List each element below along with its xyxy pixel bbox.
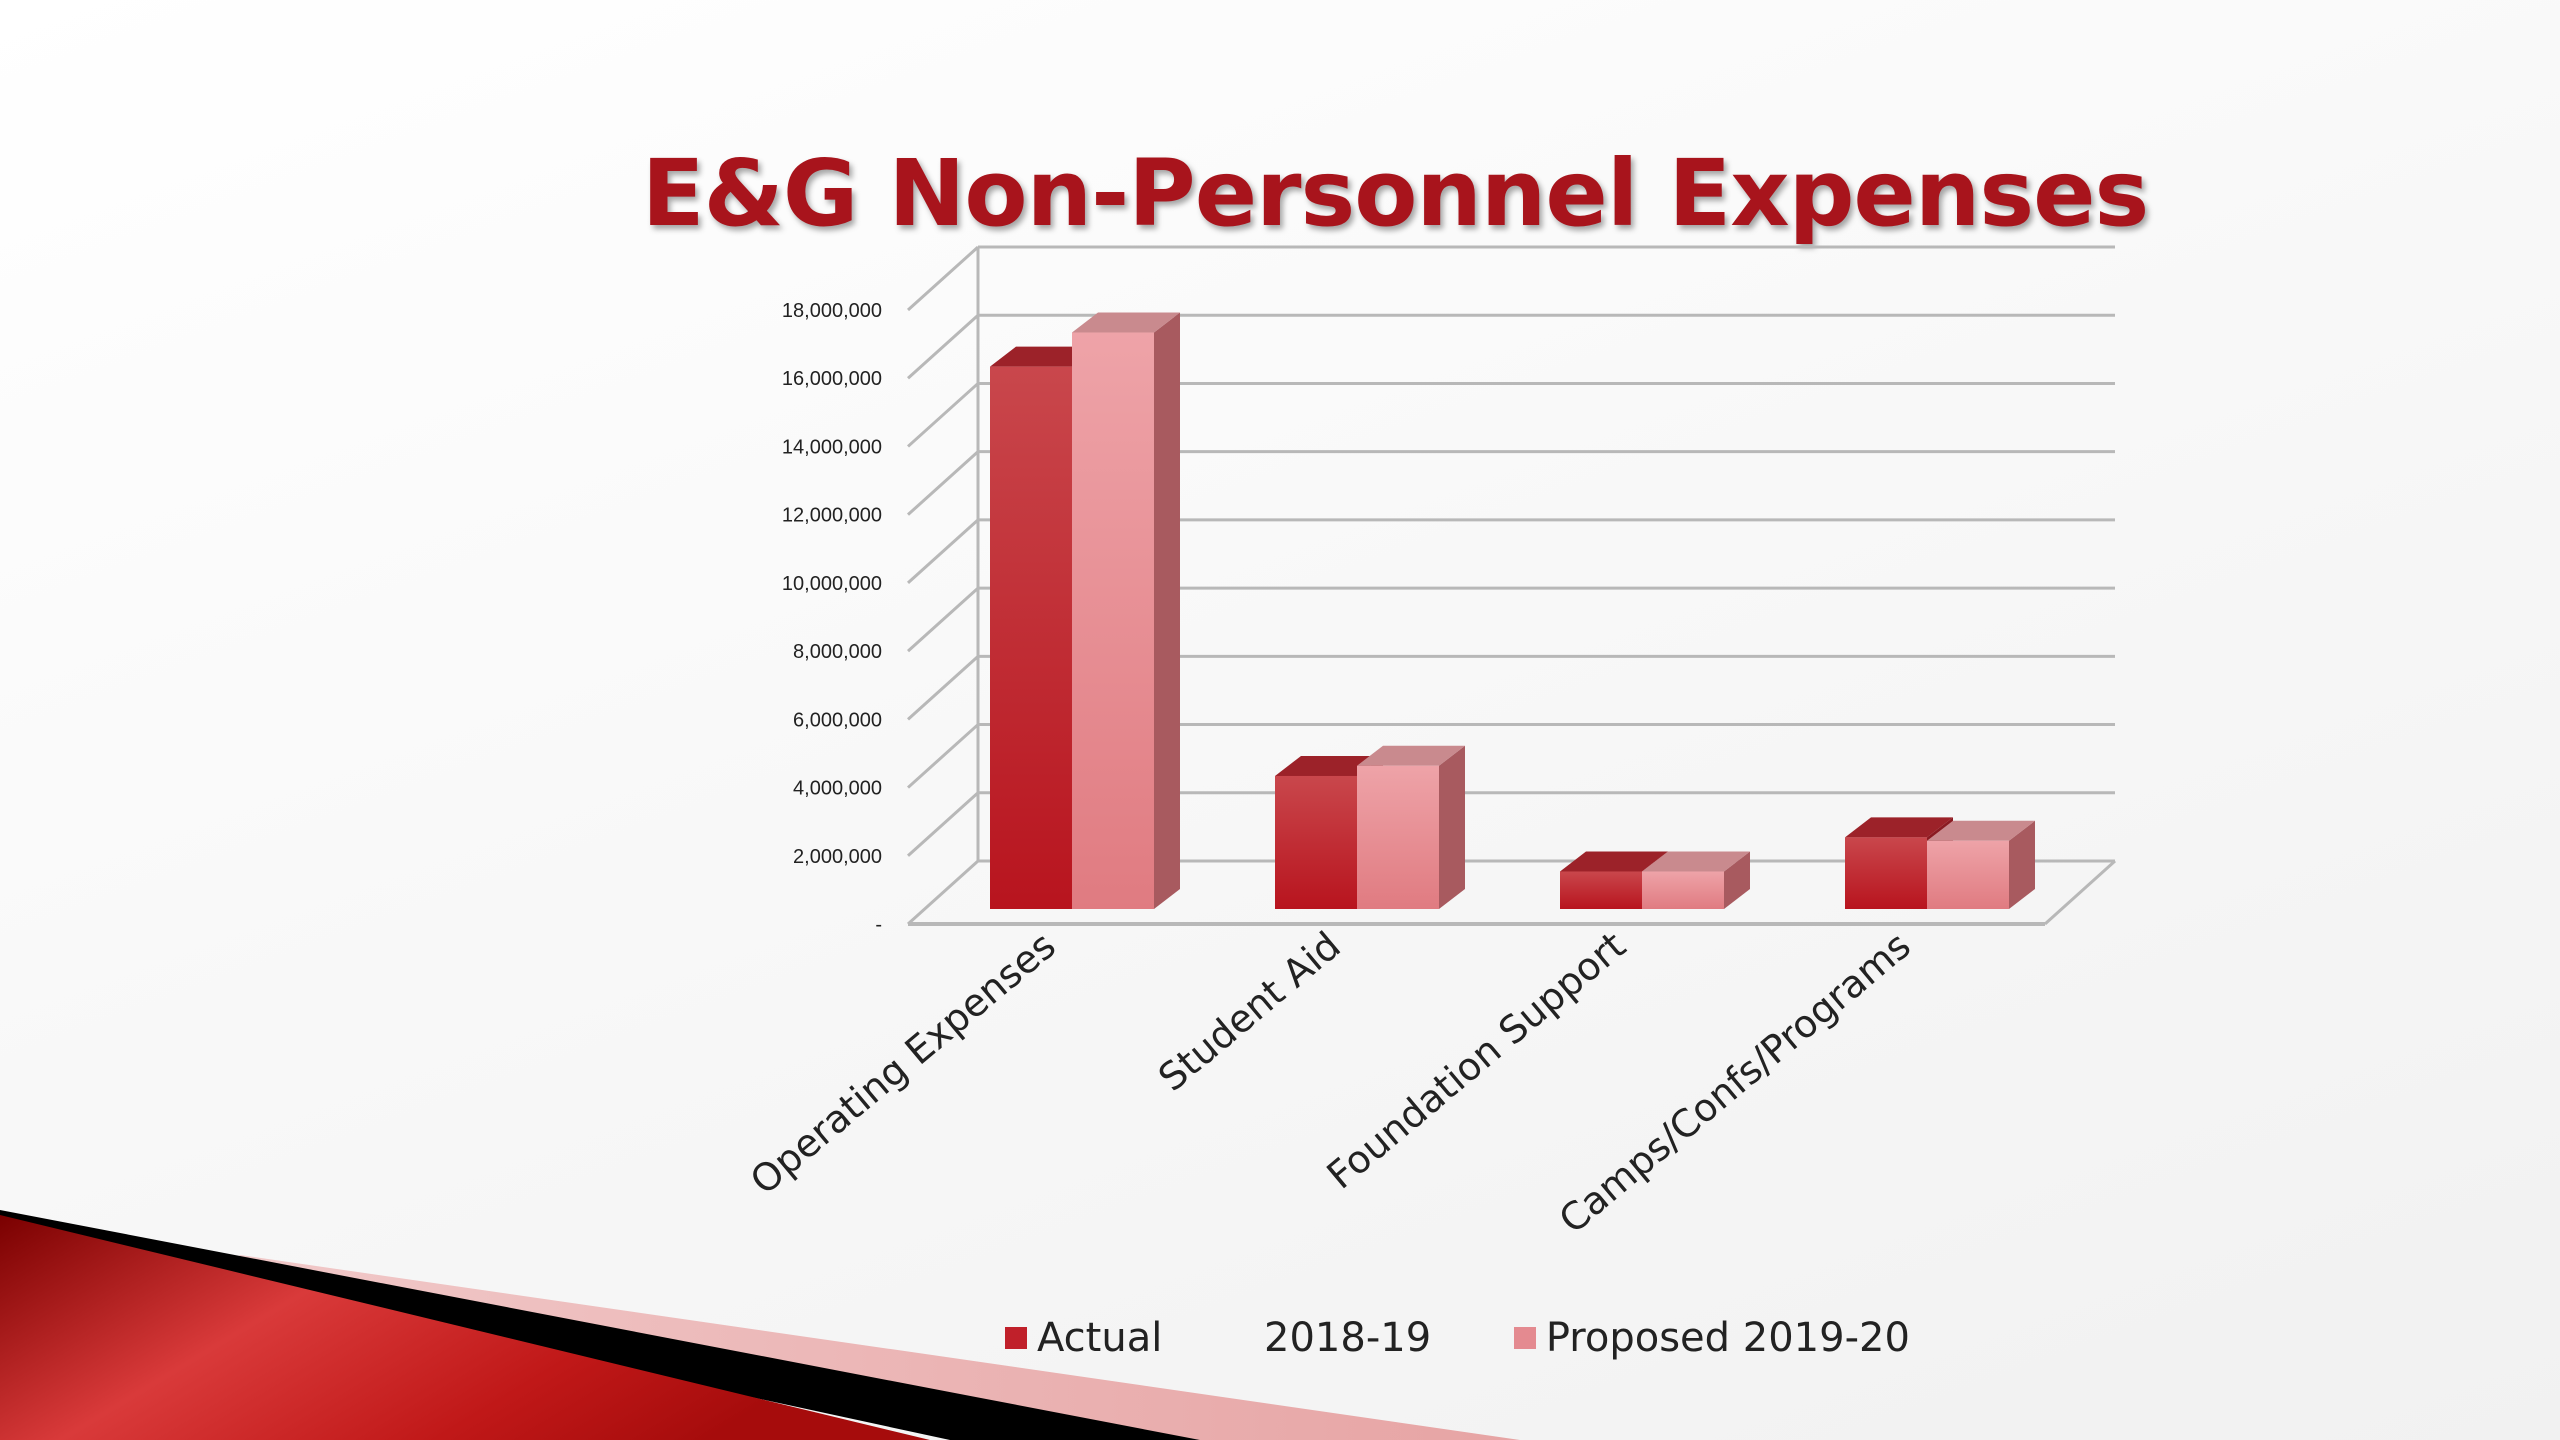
gridline-depth	[906, 518, 980, 585]
y-tick-label: 12,000,000	[782, 505, 882, 527]
bar-top	[1072, 312, 1180, 333]
legend-item-proposed: Proposed 2019-20	[1513, 1313, 1910, 1361]
gridline-depth	[906, 655, 980, 721]
y-tick-label: 4,000,000	[793, 778, 882, 800]
gridline-depth	[906, 314, 980, 380]
legend-item-actual: Actual 2018-19	[1005, 1313, 1431, 1361]
y-tick-label: 8,000,000	[793, 641, 882, 663]
bar-side	[1724, 851, 1750, 909]
bar-front	[1072, 332, 1154, 909]
legend: Actual 2018-19 Proposed 2019-20	[1005, 1312, 1910, 1372]
y-tick-label: 16,000,000	[782, 368, 882, 390]
x-category-label: Student Aid	[1150, 923, 1349, 1100]
bar-front	[1560, 871, 1642, 909]
bar-front	[1275, 775, 1357, 909]
y-tick-label: 2,000,000	[793, 846, 882, 868]
page-title: E&G Non-Personnel Expenses	[641, 140, 2149, 247]
bar-side	[1154, 312, 1180, 909]
bar-front	[990, 366, 1072, 910]
gridline-depth	[906, 791, 980, 857]
banner-red-shape	[0, 1215, 930, 1440]
gridline-depth	[906, 859, 980, 926]
banner-pink-stripe	[220, 1255, 1520, 1440]
bar-top	[1845, 817, 1953, 838]
gridline-depth	[906, 382, 980, 448]
bar-front	[1927, 840, 2009, 909]
bar-top	[1357, 745, 1465, 766]
y-tick-label: 14,000,000	[782, 436, 882, 458]
bar-proposed-operating-expenses	[1072, 312, 1180, 909]
gridline-depth	[906, 586, 980, 653]
legend-swatch-proposed	[1513, 1327, 1536, 1349]
x-category-label: Foundation Support	[1319, 923, 1634, 1197]
x-category-label: Operating Expenses	[742, 923, 1064, 1203]
floor-edge	[2043, 859, 2117, 926]
y-axis-ticks: - 2,000,000 4,000,000 6,000,000 8,000,000 10,…	[782, 300, 882, 936]
bar-proposed-foundation-support	[1642, 851, 1750, 909]
bar-proposed-student-aid	[1357, 745, 1465, 909]
bar-proposed-camps-confs-programs	[1927, 820, 2035, 909]
x-axis-categories: Operating Expenses Student AidFoundation …	[742, 923, 1919, 1242]
legend-label-proposed: Proposed 2019-20	[1545, 1315, 1910, 1361]
bar-top	[990, 346, 1098, 367]
legend-label-actual: Actual 2018-19	[1037, 1315, 1432, 1361]
gridline-depth	[906, 245, 980, 312]
y-tick-label: -	[875, 914, 882, 936]
bar-side	[2009, 820, 2035, 909]
y-tick-label: 6,000,000	[793, 709, 882, 731]
gridline-depth	[906, 723, 980, 789]
bar-top	[1275, 755, 1383, 776]
bar-top	[1927, 820, 2035, 841]
gridline-depth	[906, 450, 980, 516]
banner-black-stripe	[0, 1210, 1200, 1440]
y-tick-label: 10,000,000	[782, 573, 882, 595]
y-tick-label: 18,000,000	[782, 300, 882, 322]
bar-front	[1357, 765, 1439, 909]
bars	[990, 312, 2035, 910]
bar-front	[1642, 871, 1724, 909]
legend-swatch-actual	[1005, 1327, 1027, 1349]
bar-top	[1642, 851, 1750, 872]
bar-top	[1560, 851, 1668, 872]
bar-front	[1845, 837, 1927, 909]
bar-side	[1439, 745, 1465, 909]
